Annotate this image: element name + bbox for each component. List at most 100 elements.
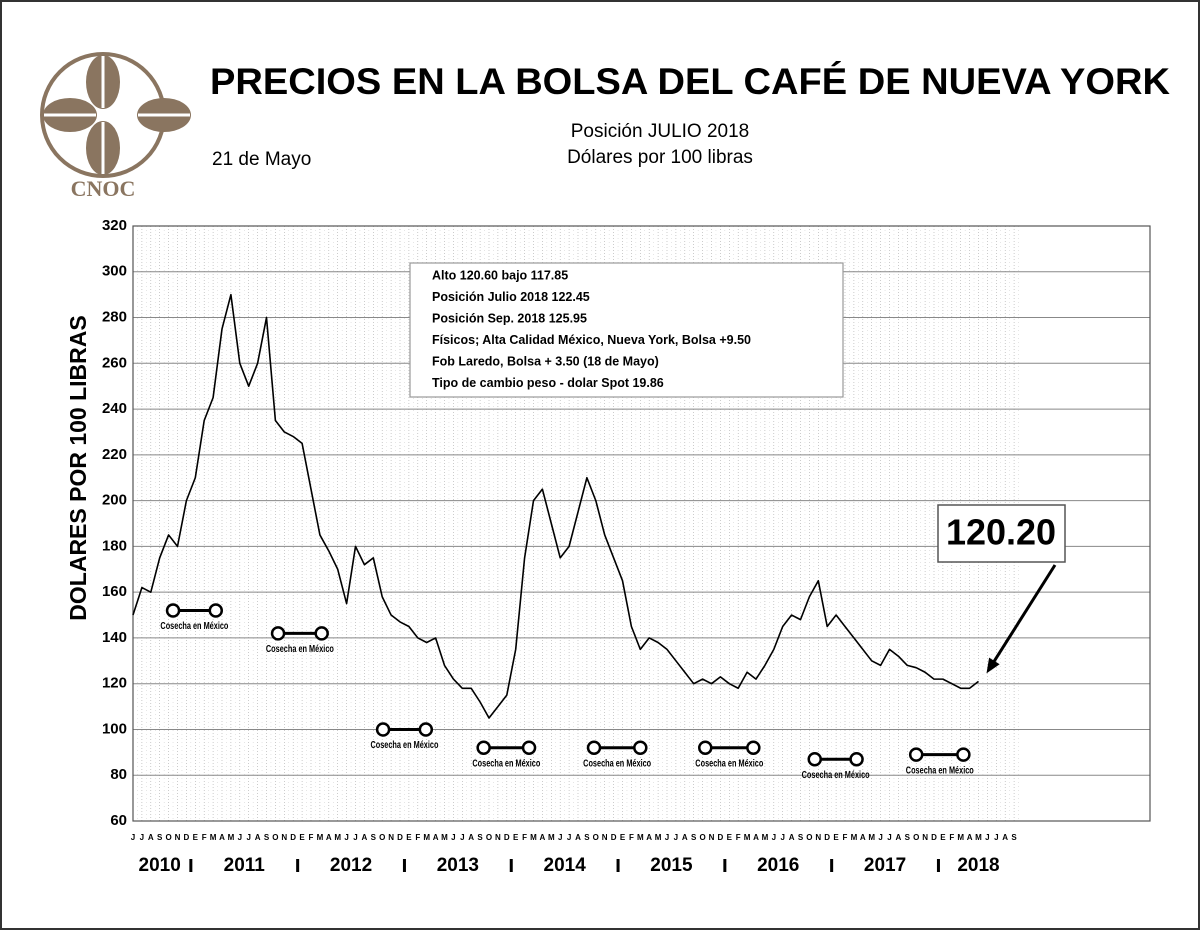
x-tick-label: M: [317, 833, 324, 842]
x-tick-label: F: [415, 833, 420, 842]
x-tick-label: J: [674, 833, 678, 842]
info-line: Fob Laredo, Bolsa + 3.50 (18 de Mayo): [432, 354, 659, 368]
x-tick-label: O: [486, 833, 492, 842]
x-tick-label: A: [219, 833, 225, 842]
x-tick-label: M: [530, 833, 537, 842]
subtitle: Posición JULIO 2018: [571, 121, 750, 142]
info-line: Posición Sep. 2018 125.95: [432, 311, 587, 325]
x-tick-label: O: [699, 833, 705, 842]
harvest-end: [807, 751, 822, 767]
x-tick-label: J: [878, 833, 882, 842]
year-label: 2011: [224, 855, 266, 876]
year-label: 2013: [437, 855, 479, 876]
x-tick-label: N: [602, 833, 608, 842]
y-tick-label: 240: [102, 400, 127, 417]
year-separator: [189, 859, 193, 872]
y-tick-label: 60: [110, 812, 127, 829]
x-tick-label: S: [798, 833, 804, 842]
x-tick-label: D: [290, 833, 296, 842]
x-tick-label: M: [441, 833, 448, 842]
x-tick-label: D: [718, 833, 724, 842]
harvest-end: [746, 740, 761, 756]
x-tick-label: M: [975, 833, 982, 842]
y-tick-label: 260: [102, 354, 127, 371]
x-tick-label: E: [513, 833, 519, 842]
x-tick-label: E: [727, 833, 733, 842]
x-tick-label: J: [353, 833, 357, 842]
harvest-end: [418, 722, 434, 737]
x-tick-label: D: [184, 833, 190, 842]
x-tick-label: S: [157, 833, 163, 842]
year-label: 2015: [650, 855, 693, 876]
x-tick-label: F: [309, 833, 314, 842]
harvest-label: Cosecha en México: [802, 770, 870, 781]
x-tick-label: O: [272, 833, 278, 842]
x-tick-label: M: [851, 833, 858, 842]
year-label: 2012: [330, 855, 372, 876]
x-tick-label: O: [806, 833, 812, 842]
x-tick-label: F: [522, 833, 527, 842]
x-tick-label: O: [165, 833, 171, 842]
y-tick-label: 200: [102, 492, 127, 509]
x-tick-label: N: [815, 833, 821, 842]
date: 21 de Mayo: [212, 149, 311, 170]
year-separator: [509, 859, 513, 872]
x-tick-label: O: [593, 833, 599, 842]
harvest-end: [208, 603, 224, 618]
harvest-label: Cosecha en México: [695, 758, 763, 769]
x-tick-label: E: [833, 833, 839, 842]
x-tick-label: M: [868, 833, 875, 842]
x-tick-label: A: [148, 833, 154, 842]
x-tick-label: J: [887, 833, 891, 842]
x-tick-label: J: [772, 833, 776, 842]
harvest-end: [375, 722, 391, 737]
x-tick-label: F: [202, 833, 207, 842]
x-tick-label: N: [709, 833, 715, 842]
harvest-end: [849, 751, 864, 767]
year-separator: [616, 859, 620, 872]
x-tick-label: M: [762, 833, 769, 842]
x-tick-label: J: [994, 833, 998, 842]
x-tick-label: M: [744, 833, 751, 842]
year-label: 2016: [757, 855, 799, 876]
x-tick-label: N: [281, 833, 287, 842]
x-tick-label: N: [388, 833, 394, 842]
harvest-end: [908, 747, 924, 762]
harvest-end: [698, 740, 713, 756]
plot-border: [132, 225, 1151, 822]
x-tick-label: N: [922, 833, 928, 842]
harvest-end: [956, 747, 971, 762]
info-box: [409, 262, 844, 398]
harvest-label: Cosecha en México: [583, 758, 651, 769]
y-tick-label: 140: [102, 629, 127, 646]
x-tick-label: A: [362, 833, 368, 842]
x-tick-label: A: [468, 833, 474, 842]
x-tick-label: S: [1011, 833, 1017, 842]
harvest-end: [633, 740, 648, 756]
harvest-end: [314, 626, 329, 641]
x-tick-label: E: [940, 833, 946, 842]
x-tick-label: A: [326, 833, 332, 842]
x-tick-label: S: [371, 833, 377, 842]
x-tick-label: J: [451, 833, 455, 842]
harvest-end: [586, 740, 602, 756]
year-separator: [723, 859, 727, 872]
subtitle: Dólares por 100 libras: [567, 147, 753, 168]
x-tick-label: A: [753, 833, 759, 842]
x-tick-label: M: [334, 833, 341, 842]
x-tick-label: J: [665, 833, 669, 842]
price-box: [937, 504, 1066, 563]
harvest-end: [270, 626, 286, 641]
harvest-label: Cosecha en México: [906, 765, 974, 776]
x-tick-label: A: [682, 833, 688, 842]
x-tick-label: J: [985, 833, 989, 842]
info-line: Tipo de cambio peso - dolar Spot 19.86: [432, 376, 664, 390]
x-tick-label: A: [255, 833, 261, 842]
x-tick-label: S: [477, 833, 483, 842]
x-tick-label: M: [637, 833, 644, 842]
year-label: 2014: [544, 855, 587, 876]
x-tick-label: J: [140, 833, 144, 842]
x-tick-label: E: [299, 833, 305, 842]
year-separator: [830, 859, 834, 872]
